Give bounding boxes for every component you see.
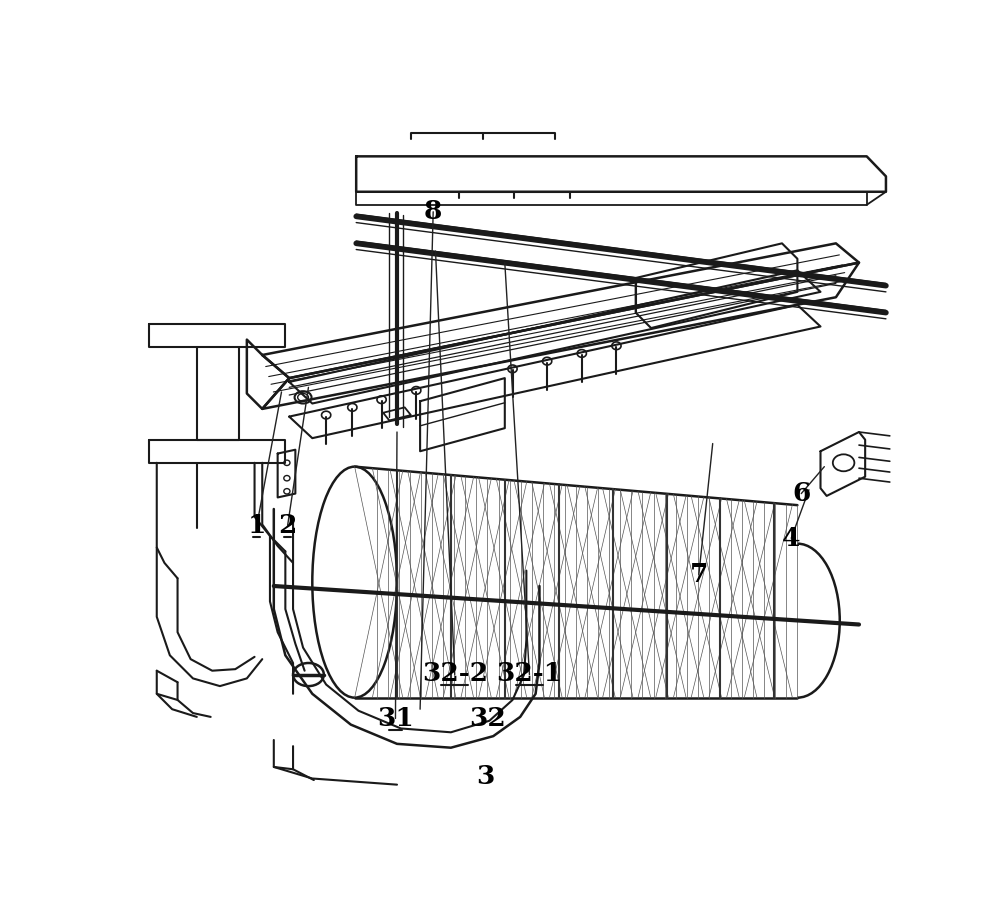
Text: 31: 31 [377, 706, 414, 731]
Text: 8: 8 [424, 199, 442, 224]
Text: 32-2: 32-2 [422, 661, 488, 686]
Text: 3: 3 [476, 764, 495, 788]
Text: 32-1: 32-1 [496, 661, 562, 686]
Text: 7: 7 [690, 562, 708, 586]
Text: 4: 4 [782, 526, 800, 551]
Text: 6: 6 [792, 481, 810, 506]
Text: 32: 32 [469, 706, 506, 731]
Text: 2: 2 [278, 513, 297, 538]
Text: 1: 1 [248, 513, 266, 538]
